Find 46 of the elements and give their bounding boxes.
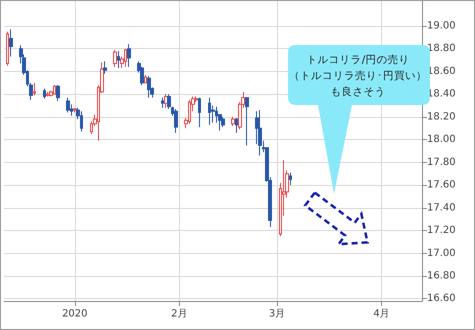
candlestick (9, 28, 13, 58)
candlestick (231, 116, 235, 126)
y-tick-label: 16.60 (427, 293, 456, 304)
candlestick (174, 108, 178, 134)
candlestick (161, 97, 164, 108)
y-tick-label: 17.40 (427, 202, 456, 214)
y-tick-label: 17.20 (427, 225, 456, 236)
candlestick (56, 84, 60, 102)
annotation: トルコリラ/円の売り (306, 54, 410, 66)
annotation: も良さそう (330, 86, 386, 98)
y-tick-label: 17.80 (427, 156, 456, 168)
candlestick (66, 97, 70, 113)
candlestick (124, 48, 127, 68)
y-tick-label: 18.00 (427, 134, 456, 146)
candlestick (198, 97, 201, 128)
x-tick-label: 2月 (171, 308, 188, 320)
y-tick-label: 17.60 (427, 180, 456, 191)
candlestick (43, 88, 46, 100)
candlestick (245, 97, 249, 146)
candlestick (6, 31, 9, 66)
candlestick (53, 84, 56, 95)
y-tick-label: 18.20 (427, 111, 456, 122)
candlestick (144, 74, 147, 84)
candlestick (147, 76, 151, 98)
candlestick (73, 107, 77, 113)
candlestick (117, 50, 120, 69)
candlestick (289, 172, 292, 186)
candlestick (127, 44, 131, 68)
x-tick-label: 4月 (373, 308, 390, 320)
y-tick-label: 18.80 (427, 43, 456, 54)
candlestick (208, 97, 211, 126)
candlestick (32, 82, 36, 96)
candlestick (221, 116, 225, 128)
candlestick (80, 110, 83, 132)
candlestick (103, 60, 107, 74)
y-tick-label: 19.00 (427, 20, 456, 32)
annotation: （トルコリラ売り･円買い） (289, 70, 427, 82)
y-tick-label: 17.00 (427, 248, 456, 259)
candlestick (235, 118, 238, 134)
y-tick-label: 16.80 (427, 270, 456, 282)
candlestick (46, 91, 50, 97)
x-tick-label: 2020 (62, 308, 88, 320)
candlestick (113, 49, 117, 68)
candlestick (258, 110, 262, 156)
candlestick (188, 99, 191, 124)
x-tick-label: 3月 (268, 308, 286, 320)
